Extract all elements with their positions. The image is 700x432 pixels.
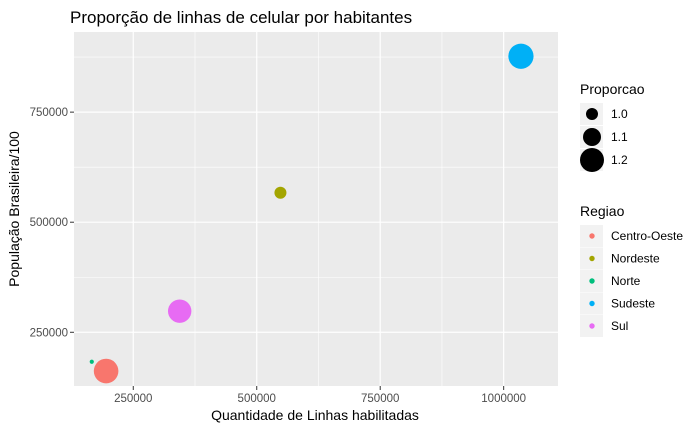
size-legend-label: 1.1 [611, 130, 628, 144]
color-legend-dot [589, 233, 595, 239]
data-point-norte [89, 359, 94, 364]
color-legend: Regiao Centro-Oeste Nordeste Norte Sudeste S… [580, 203, 683, 337]
color-legend-dot [589, 300, 595, 307]
color-legend-title: Regiao [580, 203, 625, 219]
y-axis-title: População Brasileira/100 [6, 131, 22, 287]
color-legend-label: Norte [611, 274, 641, 288]
y-tick-label: 250000 [30, 327, 68, 339]
size-legend: Proporcao 1.0 1.1 1.2 [580, 81, 645, 172]
data-point-centro-oeste [93, 358, 119, 384]
data-points [89, 43, 534, 384]
y-tick-label: 750000 [30, 107, 68, 119]
color-legend-label: Centro-Oeste [611, 229, 683, 243]
data-point-sul [167, 299, 192, 323]
size-legend-dot [583, 128, 601, 146]
x-tick-label: 750000 [361, 393, 399, 405]
x-tick-label: 500000 [238, 393, 276, 405]
size-legend-label: 1.0 [611, 107, 628, 121]
size-legend-label: 1.2 [611, 153, 628, 167]
grid-lines [74, 32, 558, 386]
size-legend-title: Proporcao [580, 81, 645, 97]
y-axis-ticks: 250000 500000 750000 [30, 107, 74, 339]
y-tick-label: 500000 [30, 217, 68, 229]
plot-panel [74, 32, 558, 386]
size-legend-dot [586, 108, 598, 120]
chart-title: Proporção de linhas de celular por habit… [70, 8, 412, 27]
color-legend-label: Sudeste [611, 297, 655, 311]
x-tick-label: 1000000 [481, 393, 526, 405]
color-legend-label: Nordeste [611, 252, 660, 266]
x-axis-title: Quantidade de Linhas habilitadas [211, 407, 419, 423]
data-point-nordeste [274, 186, 287, 199]
data-point-sudeste [508, 43, 534, 69]
color-legend-dot [589, 278, 595, 284]
size-legend-dot [580, 148, 604, 172]
color-legend-dot [589, 255, 595, 262]
color-legend-label: Sul [611, 319, 628, 333]
x-tick-label: 250000 [114, 393, 152, 405]
color-legend-dot [589, 323, 595, 329]
x-axis-ticks: 250000 500000 750000 1000000 [114, 386, 526, 405]
